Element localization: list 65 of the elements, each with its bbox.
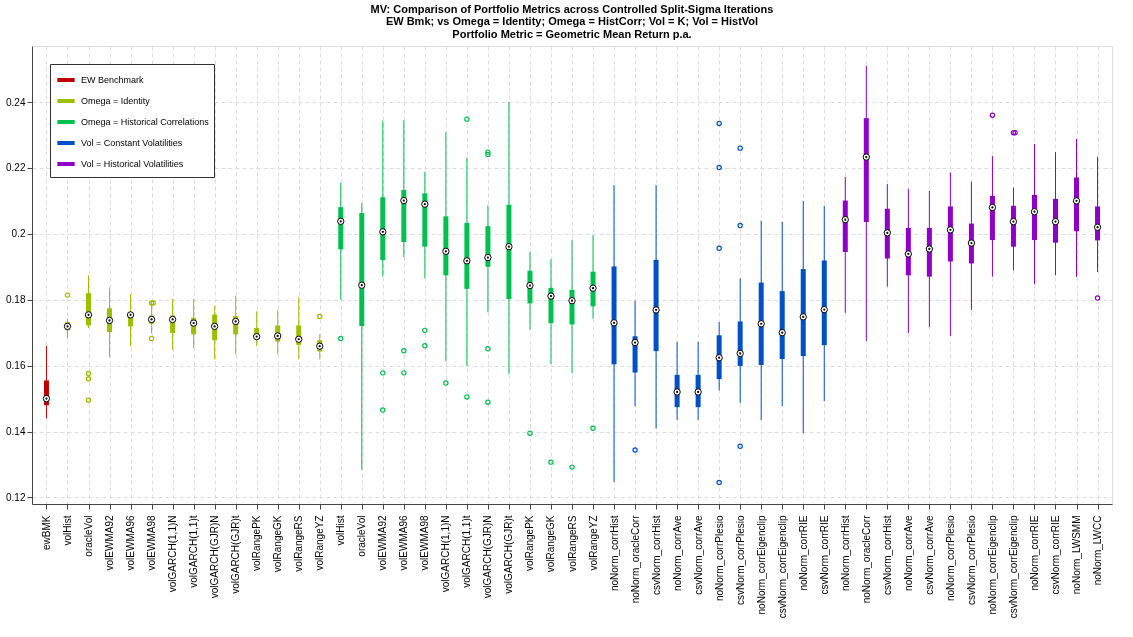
y-tick-label: 0.22: [6, 162, 26, 174]
x-tick-label: noNorm_corrAve: [902, 515, 914, 591]
x-tick-label: volGARCH(GJR)N: [209, 515, 221, 599]
x-tick-label: volGARCH(1,1)t: [461, 515, 473, 588]
x-tick-label: volRangeYZ: [314, 515, 326, 571]
y-tick-label: 0.2: [11, 228, 26, 240]
x-tick-label: volRangeGK: [272, 515, 284, 573]
chart-title: MV: Comparison of Portfolio Metrics across Controlled Split-Sigma Iterations: [370, 3, 774, 15]
x-tick-label: ewBMK: [40, 515, 52, 550]
x-tick-label: volRangeGK: [545, 515, 557, 573]
chart-subtitle: EW Bmk; vs Omega = Identity; Omega = HistCorr; Vol = K; Vol = HistVol Portfolio Metric = Geometric Mean Return p.a.: [385, 15, 759, 40]
x-tick-label: volGARCH(1,1)N: [167, 515, 179, 593]
x-tick-label: noNorm_corrRIE: [1028, 515, 1040, 591]
x-tick-label: csvNorm_corrAve: [923, 515, 935, 595]
x-tick-label: noNorm_corrRIE: [797, 515, 809, 591]
x-tick-label: csvNorm_corrAve: [692, 515, 704, 595]
y-tick-label: 0.16: [6, 360, 26, 372]
x-tick-label: noNorm_corrHist: [608, 515, 620, 592]
x-tick-label: csvNorm_corrRIE: [1050, 515, 1061, 595]
x-tick-label: csvNorm_corrEigenclip: [776, 515, 788, 619]
x-tick-label: volRangePK: [524, 515, 536, 572]
x-tick-label: noNorm_corrEigenclip: [986, 515, 998, 615]
x-tick-label: csvNorm_corrEigenclip: [1007, 515, 1019, 619]
y-tick-label: 0.18: [6, 294, 26, 306]
x-tick-label: volEWMA98: [419, 515, 431, 571]
x-tick-label: noNorm_oracleCorr: [860, 514, 872, 604]
x-tick-label: csvNorm_corrRIE: [818, 515, 830, 595]
x-tick-label: volGARCH(GJR)t: [230, 515, 242, 594]
x-tick-label: noNorm_corrPlesio: [713, 515, 725, 602]
x-tick-label: noNorm_corrEigenclip: [755, 515, 767, 615]
x-tick-label: volGARCH(GJR)N: [482, 515, 494, 599]
x-tick-label: csvNorm_corrHist: [881, 515, 893, 595]
x-tick-label: volEWMA92: [377, 515, 389, 571]
x-tick-label: csvNorm_corrHist: [650, 515, 662, 595]
x-tick-label: volRangePK: [251, 515, 263, 572]
x-tick-label: volHist: [335, 515, 347, 546]
x-tick-label: noNorm_oracleCorr: [629, 514, 641, 604]
x-tick-label: volGARCH(GJR)t: [503, 515, 515, 594]
x-tick-label: csvNorm_corrPlesio: [965, 515, 977, 605]
x-tick-label: volHist: [61, 515, 73, 546]
x-tick-label: volEWMA92: [104, 515, 116, 571]
y-tick-label: 0.24: [6, 96, 26, 108]
x-tick-label: noNorm_LWCC: [1092, 515, 1104, 586]
legend-label: EW Benchmark: [81, 75, 145, 85]
x-tick-label: volGARCH(1,1)N: [440, 515, 452, 593]
x-tick-label: oracleVol: [356, 515, 368, 557]
x-tick-label: volRangeRS: [293, 515, 305, 572]
x-tick-label: noNorm_corrHist: [839, 515, 851, 592]
x-tick-label: volEWMA96: [125, 515, 137, 571]
x-tick-label: csvNorm_corrPlesio: [734, 515, 746, 605]
x-tick-label: volRangeRS: [566, 515, 578, 572]
legend-label: Vol = Historical Volatilities: [81, 159, 184, 169]
legend-label: Omega = Historical Correlations: [81, 117, 210, 127]
legend-label: Vol = Constant Volatilities: [81, 138, 183, 148]
x-tick-label: noNorm_corrPlesio: [944, 515, 956, 602]
x-tick-label: volEWMA96: [398, 515, 410, 571]
x-tick-label: volEWMA98: [146, 515, 158, 571]
y-tick-label: 0.12: [6, 491, 26, 503]
y-tick-label: 0.14: [6, 426, 26, 438]
x-tick-label: noNorm_LWSMM: [1071, 515, 1083, 595]
x-tick-label: noNorm_corrAve: [671, 515, 683, 591]
x-tick-label: volGARCH(1,1)t: [188, 515, 200, 588]
x-tick-label: oracleVol: [83, 515, 94, 557]
legend-label: Omega = Identity: [81, 96, 151, 106]
x-tick-label: volRangeYZ: [587, 515, 599, 571]
